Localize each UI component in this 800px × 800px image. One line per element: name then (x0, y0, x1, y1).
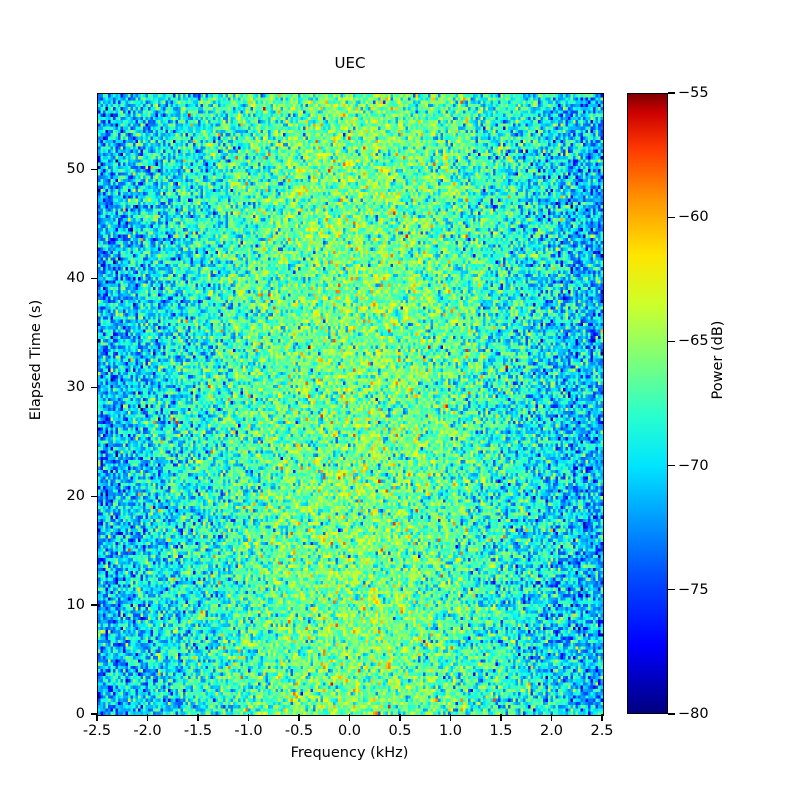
x-tick-label: -1.0 (234, 723, 263, 739)
x-axis-label: Frequency (kHz) (290, 745, 409, 761)
y-tick-mark (91, 386, 98, 388)
x-tick-mark (550, 714, 553, 721)
colorbar-label: Power (dB) (710, 320, 726, 400)
spectrogram-axes (97, 93, 604, 716)
x-tick-label: 1.0 (438, 723, 463, 739)
y-tick-label: 10 (66, 597, 85, 614)
colorbar-tick-mark (668, 340, 675, 342)
y-tick-mark (91, 495, 98, 497)
y-tick-label: 40 (66, 270, 85, 287)
x-tick-mark (146, 714, 149, 721)
y-tick-label: 0 (75, 706, 85, 722)
x-tick-mark (348, 714, 351, 721)
x-tick-label: -2.5 (82, 723, 112, 739)
y-axis-label: Elapsed Time (s) (28, 299, 44, 421)
x-tick-label: -1.5 (183, 723, 213, 739)
x-tick-mark (298, 714, 300, 721)
colorbar (627, 93, 668, 714)
x-tick-mark (449, 714, 452, 721)
x-tick-label: 0.0 (337, 723, 362, 739)
colorbar-tick-label: −70 (678, 457, 709, 474)
x-tick-label: 2.0 (539, 723, 564, 739)
x-tick-label: 1.5 (489, 723, 513, 739)
title-line-1: UEC (334, 54, 366, 72)
x-tick-mark (399, 714, 401, 721)
colorbar-tick-mark (668, 713, 675, 715)
x-tick-label: -2.0 (133, 723, 162, 739)
y-tick-label: 20 (66, 488, 85, 505)
x-tick-mark (601, 714, 603, 721)
colorbar-tick-mark (668, 92, 675, 94)
x-tick-label: 0.5 (388, 723, 412, 739)
colorbar-tick-label: −55 (678, 85, 709, 101)
x-tick-mark (96, 714, 98, 721)
colorbar-tick-label: −75 (678, 581, 709, 598)
y-tick-mark (91, 604, 98, 606)
colorbar-tick-label: −80 (678, 706, 709, 722)
colorbar-tick-label: −65 (678, 333, 709, 350)
y-tick-label: 30 (66, 379, 85, 396)
colorbar-tick-mark (668, 589, 675, 591)
spectrogram-image (98, 94, 603, 715)
x-tick-mark (500, 714, 502, 721)
colorbar-gradient (627, 93, 668, 714)
y-tick-mark (91, 277, 98, 279)
y-tick-mark (91, 168, 98, 170)
x-tick-mark (197, 714, 199, 721)
colorbar-tick-mark (668, 465, 675, 467)
colorbar-tick-mark (668, 216, 675, 218)
x-tick-mark (247, 714, 250, 721)
y-tick-label: 50 (66, 161, 85, 178)
y-tick-mark (91, 713, 98, 715)
x-tick-label: -0.5 (284, 723, 314, 739)
x-tick-label: 2.5 (590, 723, 614, 739)
colorbar-tick-label: −60 (678, 209, 709, 226)
